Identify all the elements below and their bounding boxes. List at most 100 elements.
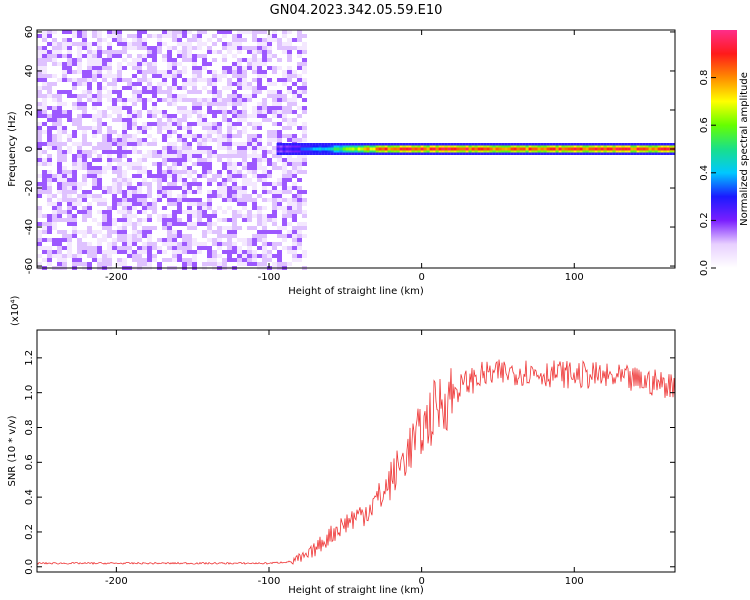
heatmap-cell [77, 106, 82, 110]
heatmap-cell [72, 102, 77, 106]
heatmap-cell [67, 170, 72, 174]
heatmap-cell [177, 162, 182, 166]
heatmap-cell [237, 30, 242, 34]
heatmap-cell [157, 194, 162, 198]
heatmap-cell [52, 74, 57, 78]
heatmap-cell [287, 134, 292, 138]
signal-cell [504, 147, 508, 151]
heatmap-cell [92, 150, 97, 154]
heatmap-cell [107, 74, 112, 78]
heatmap-cell [257, 178, 262, 182]
heatmap-cell [67, 118, 72, 122]
heatmap-cell [267, 78, 272, 82]
heatmap-cell [42, 174, 47, 178]
heatmap-cell [167, 242, 172, 246]
heatmap-cell [117, 190, 122, 194]
heatmap-cell [227, 66, 232, 70]
heatmap-cell [52, 30, 57, 34]
heatmap-cell [192, 178, 197, 182]
heatmap-cell [42, 170, 47, 174]
heatmap-cell [162, 98, 167, 102]
heatmap-cell [272, 222, 277, 226]
heatmap-cell [282, 218, 287, 222]
heatmap-cell [152, 54, 157, 58]
heatmap-cell [227, 82, 232, 86]
signal-cell [318, 147, 322, 151]
heatmap-cell [287, 98, 292, 102]
heatmap-cell [117, 162, 122, 166]
signal-cell [540, 147, 544, 151]
heatmap-cell [47, 54, 52, 58]
heatmap-cell [117, 186, 122, 190]
heatmap-cell [87, 50, 92, 54]
heatmap-cell [117, 78, 122, 82]
heatmap-cell [132, 190, 137, 194]
heatmap-cell [62, 234, 67, 238]
signal-cell [612, 147, 616, 151]
heatmap-cell [112, 182, 117, 186]
heatmap-cell [97, 122, 102, 126]
heatmap-cell [127, 218, 132, 222]
heatmap-cell [97, 82, 102, 86]
heatmap-cell [172, 230, 177, 234]
heatmap-cell [92, 254, 97, 258]
heatmap-cell [257, 166, 262, 170]
heatmap-cell [102, 170, 107, 174]
heatmap-cell [57, 198, 62, 202]
heatmap-cell [152, 50, 157, 54]
heatmap-cell [257, 154, 262, 158]
heatmap-cell [182, 166, 187, 170]
snr-y-axis: 0.00.20.40.60.81.01.2 [24, 350, 675, 575]
heatmap-cell [182, 258, 187, 262]
heatmap-cell [62, 74, 67, 78]
heatmap-cell [172, 178, 177, 182]
heatmap-cell [107, 222, 112, 226]
heatmap-cell [282, 234, 287, 238]
heatmap-cell [297, 86, 302, 90]
heatmap-cell [117, 170, 122, 174]
heatmap-cell [92, 218, 97, 222]
heatmap-cell [167, 94, 172, 98]
heatmap-cell [207, 150, 212, 154]
heatmap-cell [147, 62, 152, 66]
heatmap-cell [147, 190, 152, 194]
heatmap-cell [107, 126, 112, 130]
heatmap-cell [202, 146, 207, 150]
heatmap-cell [227, 174, 232, 178]
heatmap-cell [267, 150, 272, 154]
heatmap-cell [247, 258, 252, 262]
heatmap-cell [212, 98, 217, 102]
heatmap-cell [262, 214, 267, 218]
heatmap-cell [252, 38, 257, 42]
heatmap-cell [237, 170, 242, 174]
heatmap-cell [137, 258, 142, 262]
signal-cell [444, 147, 448, 151]
heatmap-cell [177, 198, 182, 202]
signal-cell [489, 147, 493, 151]
heatmap-cell [102, 62, 107, 66]
heatmap-cell [157, 122, 162, 126]
heatmap-cell [117, 146, 122, 150]
heatmap-cell [77, 258, 82, 262]
heatmap-cell [157, 82, 162, 86]
heatmap-cell [277, 98, 282, 102]
heatmap-cell [112, 130, 117, 134]
heatmap-cell [272, 186, 277, 190]
heatmap-cell [147, 114, 152, 118]
heatmap-cell [152, 74, 157, 78]
heatmap-cell [97, 62, 102, 66]
heatmap-cell [282, 170, 287, 174]
heatmap-cell [127, 158, 132, 162]
heatmap-cell [177, 218, 182, 222]
heatmap-cell [107, 66, 112, 70]
heatmap-cell [142, 74, 147, 78]
heatmap-cell [187, 78, 192, 82]
heatmap-cell [92, 50, 97, 54]
heatmap-cell [52, 218, 57, 222]
heatmap-cell [77, 230, 82, 234]
heatmap-cell [102, 134, 107, 138]
heatmap-cell [272, 262, 277, 266]
heatmap-cell [297, 178, 302, 182]
heatmap-cell [122, 178, 127, 182]
heatmap-cell [167, 186, 172, 190]
